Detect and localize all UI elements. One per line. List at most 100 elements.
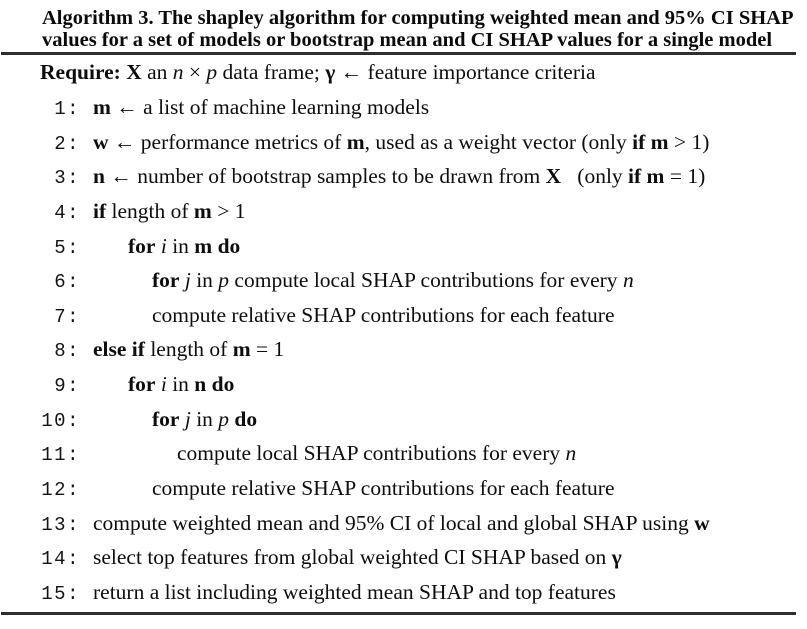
text-segment: i xyxy=(160,372,167,397)
line-content: compute relative SHAP contributions for … xyxy=(80,298,615,333)
line-content: compute local SHAP contributions for eve… xyxy=(80,436,576,471)
text-segment: w xyxy=(93,129,109,154)
text-segment: compute local SHAP contributions for eve… xyxy=(229,268,623,293)
algorithm-line: 15: return a list including weighted mean… xyxy=(0,575,807,610)
line-number: 1: xyxy=(54,98,80,120)
header-divider-rule xyxy=(1,52,796,55)
text-segment: m xyxy=(232,337,251,362)
line-content: for j in p compute local SHAP contributi… xyxy=(80,263,634,298)
algorithm-line: 14: select top features from global weigh… xyxy=(0,540,807,575)
line-content: compute weighted mean and 95% CI of loca… xyxy=(80,506,710,541)
text-segment: in xyxy=(166,233,195,258)
text-segment: in xyxy=(190,268,219,293)
text-segment: p xyxy=(206,60,218,84)
algorithm-line: 12: compute relative SHAP contributions f… xyxy=(0,471,807,506)
text-segment: else if xyxy=(93,337,145,362)
text-segment: for xyxy=(128,233,156,258)
text-segment: γ xyxy=(325,60,336,84)
line-number: 5: xyxy=(54,236,80,259)
algorithm-lines: 1: m ← a list of machine learning models 2… xyxy=(0,90,807,610)
text-segment: Require: xyxy=(40,60,127,84)
algorithm-title: Algorithm 3. The shapley algorithm for c… xyxy=(42,7,799,51)
text-segment: do xyxy=(234,406,258,431)
text-segment: compute weighted mean and 95% CI of loca… xyxy=(93,510,695,535)
text-segment: = 1) xyxy=(664,164,706,189)
line-number: 14: xyxy=(41,548,80,571)
line-number: 13: xyxy=(41,513,80,536)
text-segment: m do xyxy=(194,233,241,258)
text-segment: m xyxy=(93,95,111,119)
line-number: 9: xyxy=(54,375,80,398)
text-segment: n xyxy=(172,60,184,84)
algorithm-line: 4: if length of m > 1 xyxy=(0,194,807,229)
text-segment: ← feature importance criteria xyxy=(335,60,596,84)
text-segment: m xyxy=(346,129,365,154)
algorithm-title-line2: values for a set of models or bootstrap … xyxy=(42,29,773,51)
text-segment: length of xyxy=(106,198,194,223)
text-segment: in xyxy=(166,372,195,397)
text-segment: an xyxy=(141,60,173,84)
text-segment: compute local SHAP contributions for eve… xyxy=(177,441,566,466)
line-number: 12: xyxy=(41,479,80,502)
algorithm-line: 8: else if length of m = 1 xyxy=(0,332,807,367)
algorithm-line: 9: for i in n do xyxy=(0,367,807,402)
line-content: w ← performance metrics of m, used as a … xyxy=(80,125,709,160)
text-segment: X xyxy=(126,60,142,84)
text-segment: > 1 xyxy=(211,198,246,223)
algorithm-line: 13: compute weighted mean and 95% CI of l… xyxy=(0,506,807,541)
text-segment: = 1 xyxy=(250,337,285,362)
algorithm-line: 2: w ← performance metrics of m, used as … xyxy=(0,125,807,160)
line-number: 6: xyxy=(54,271,80,294)
text-segment: for xyxy=(152,268,180,293)
text-segment: for xyxy=(128,372,156,397)
line-content: for j in p do xyxy=(80,402,257,437)
text-segment: if xyxy=(93,198,107,223)
line-number: 11: xyxy=(41,444,80,467)
line-content: for i in m do xyxy=(80,229,240,264)
line-number: 8: xyxy=(54,340,80,363)
text-segment: n xyxy=(565,441,577,466)
text-segment: > 1) xyxy=(668,129,710,154)
text-segment: n do xyxy=(194,372,235,397)
line-number: 15: xyxy=(41,582,80,605)
text-segment: ← number of bootstrap samples to be draw… xyxy=(104,164,546,189)
line-number: 3: xyxy=(54,167,80,190)
text-segment: γ xyxy=(611,545,622,570)
algorithm-line: 11: compute local SHAP contributions for … xyxy=(0,436,807,471)
text-segment: return a list including weighted mean SH… xyxy=(93,579,616,604)
text-segment: select top features from global weighted… xyxy=(93,545,612,570)
text-segment: m xyxy=(193,198,212,223)
line-content: select top features from global weighted… xyxy=(80,540,622,575)
text-segment: × xyxy=(183,60,207,84)
algorithm-line: 5: for i in m do xyxy=(0,229,807,264)
line-number: 4: xyxy=(54,201,80,224)
text-segment: for xyxy=(152,406,180,431)
text-segment: n xyxy=(622,268,634,293)
algorithm-line: 3: n ← number of bootstrap samples to be … xyxy=(0,159,807,194)
line-number: 7: xyxy=(54,305,80,328)
text-segment: if m xyxy=(632,129,669,154)
algorithm-line: 1: m ← a list of machine learning models xyxy=(0,90,807,125)
text-segment: j xyxy=(184,268,191,293)
text-segment: p xyxy=(218,268,230,293)
line-number: 10: xyxy=(41,409,80,432)
algorithm-line: 7: compute relative SHAP contributions fo… xyxy=(0,298,807,333)
bottom-divider-rule xyxy=(1,612,796,615)
text-segment: ← performance metrics of xyxy=(108,129,347,154)
line-content: if length of m > 1 xyxy=(80,194,245,229)
text-segment: if m xyxy=(628,164,665,189)
text-segment: (only xyxy=(561,164,629,189)
line-number: 2: xyxy=(54,132,80,155)
text-segment: X xyxy=(545,164,562,189)
algorithm-title-line1: Algorithm 3. The shapley algorithm for c… xyxy=(42,7,794,29)
require-line: Require: X an n × p data frame; γ ← feat… xyxy=(40,57,799,87)
text-segment: , used as a weight vector (only xyxy=(364,129,633,154)
text-segment: j xyxy=(184,406,191,431)
text-segment: p xyxy=(218,406,230,431)
text-segment: w xyxy=(694,510,710,535)
text-segment: compute relative SHAP contributions for … xyxy=(152,302,615,327)
line-content: compute relative SHAP contributions for … xyxy=(80,471,615,506)
algorithm-line: 10: for j in p do xyxy=(0,402,807,437)
line-content: return a list including weighted mean SH… xyxy=(80,575,616,610)
